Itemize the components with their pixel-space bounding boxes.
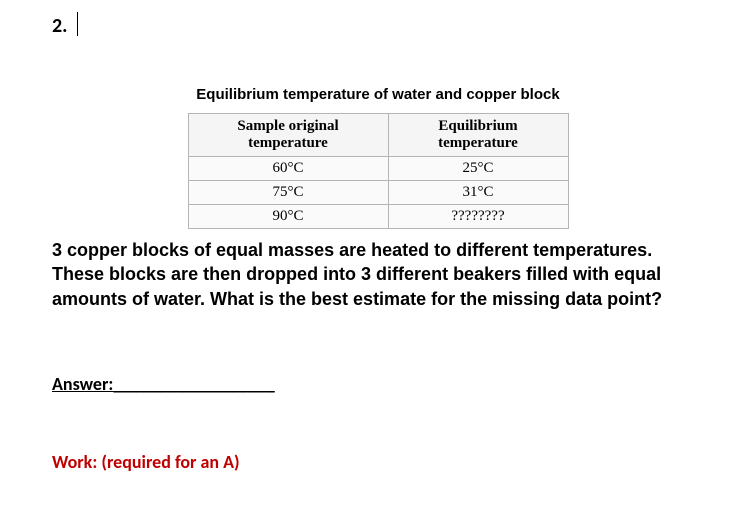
answer-label: Answer: bbox=[52, 373, 113, 395]
text-cursor bbox=[77, 12, 78, 36]
question-number: 2. bbox=[52, 14, 67, 38]
data-table: Sample original temperature Equilibrium … bbox=[188, 113, 569, 229]
table-header-cell: Equilibrium temperature bbox=[388, 114, 568, 157]
table-cell: 90°C bbox=[188, 205, 388, 229]
table-cell: 60°C bbox=[188, 157, 388, 181]
work-label: Work: (required for an A) bbox=[52, 451, 240, 473]
answer-blank: __________________ bbox=[113, 373, 274, 395]
table-cell: ???????? bbox=[388, 205, 568, 229]
question-body: 3 copper blocks of equal masses are heat… bbox=[52, 238, 692, 311]
table-row: 90°C ???????? bbox=[188, 205, 568, 229]
table-row: 60°C 25°C bbox=[188, 157, 568, 181]
table-row: 75°C 31°C bbox=[188, 181, 568, 205]
table-cell: 31°C bbox=[388, 181, 568, 205]
answer-line: Answer:__________________ bbox=[52, 373, 275, 395]
table-cell: 75°C bbox=[188, 181, 388, 205]
table-caption: Equilibrium temperature of water and cop… bbox=[168, 86, 588, 103]
table-header-cell: Sample original temperature bbox=[188, 114, 388, 157]
table-header-row: Sample original temperature Equilibrium … bbox=[188, 114, 568, 157]
data-table-region: Equilibrium temperature of water and cop… bbox=[168, 86, 588, 229]
table-cell: 25°C bbox=[388, 157, 568, 181]
